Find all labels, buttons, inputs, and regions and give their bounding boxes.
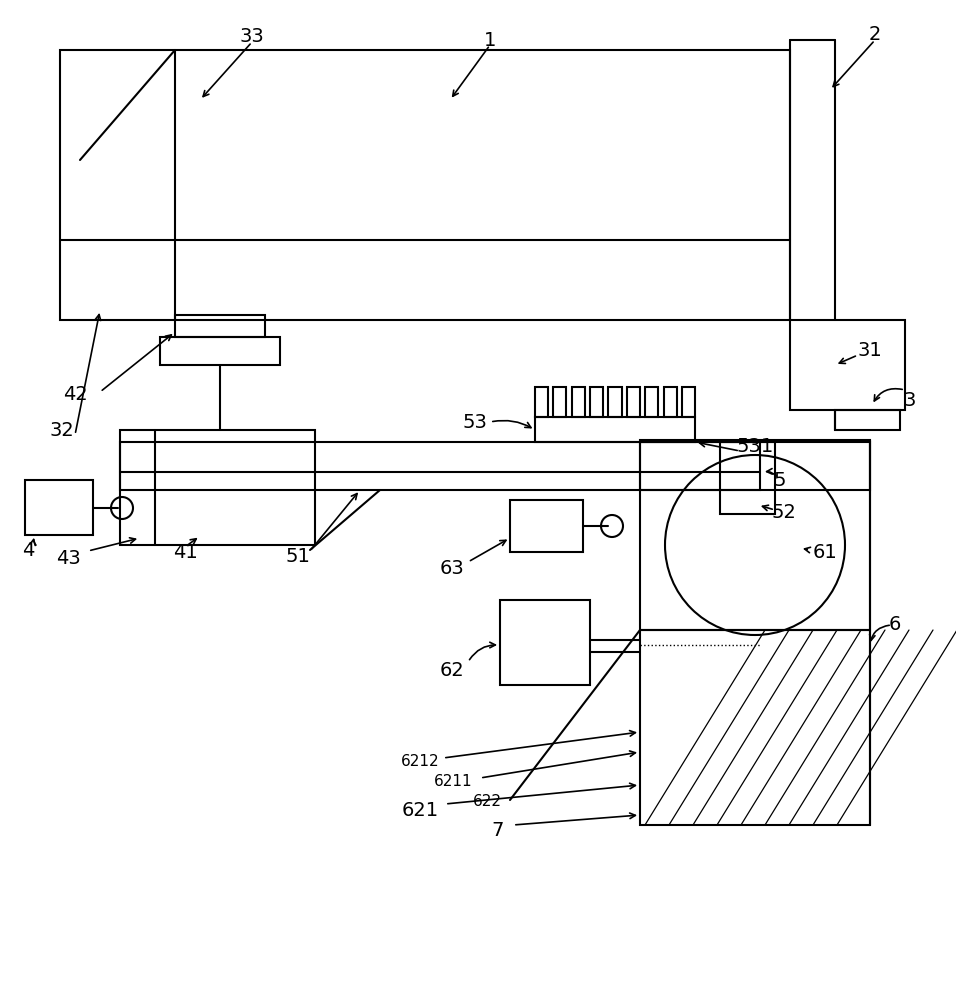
Text: 622: 622 (472, 794, 502, 810)
Bar (720, 442, 775, 514)
Bar (120, 442, 760, 490)
Text: 2: 2 (869, 25, 881, 44)
Text: 41: 41 (173, 544, 197, 562)
Text: 53: 53 (463, 412, 488, 432)
Text: 7: 7 (491, 820, 504, 840)
Text: 63: 63 (440, 558, 465, 578)
Text: 43: 43 (55, 548, 80, 568)
Text: 4: 4 (22, 540, 34, 560)
Bar (640, 442, 870, 490)
Bar (572, 387, 585, 417)
Text: 3: 3 (903, 390, 916, 410)
Text: 61: 61 (813, 542, 837, 562)
Text: 52: 52 (771, 502, 796, 522)
Bar (120, 430, 315, 545)
Bar (175, 315, 265, 337)
Text: 42: 42 (63, 385, 87, 404)
Bar (554, 387, 567, 417)
Bar (500, 600, 590, 685)
Text: 32: 32 (50, 420, 75, 440)
Bar (645, 387, 659, 417)
Text: 1: 1 (484, 30, 496, 49)
Bar (682, 387, 695, 417)
Text: 531: 531 (736, 438, 773, 456)
Text: 6212: 6212 (401, 754, 440, 770)
Bar (640, 440, 870, 825)
Bar (160, 337, 280, 365)
Text: 51: 51 (286, 548, 311, 566)
Text: 62: 62 (440, 660, 465, 680)
Text: 6211: 6211 (434, 774, 472, 790)
Bar (835, 410, 900, 430)
Bar (535, 387, 548, 417)
Bar (790, 320, 905, 410)
Text: 31: 31 (858, 340, 882, 360)
Bar (25, 480, 93, 535)
Text: 5: 5 (773, 471, 786, 489)
Bar (663, 387, 677, 417)
Bar (627, 387, 640, 417)
Bar (60, 50, 790, 320)
Bar (510, 500, 583, 552)
Bar (590, 387, 603, 417)
Text: 6: 6 (889, 615, 902, 635)
Bar (535, 417, 695, 442)
Text: 33: 33 (240, 27, 265, 46)
Text: 621: 621 (402, 800, 439, 820)
Bar (608, 387, 621, 417)
